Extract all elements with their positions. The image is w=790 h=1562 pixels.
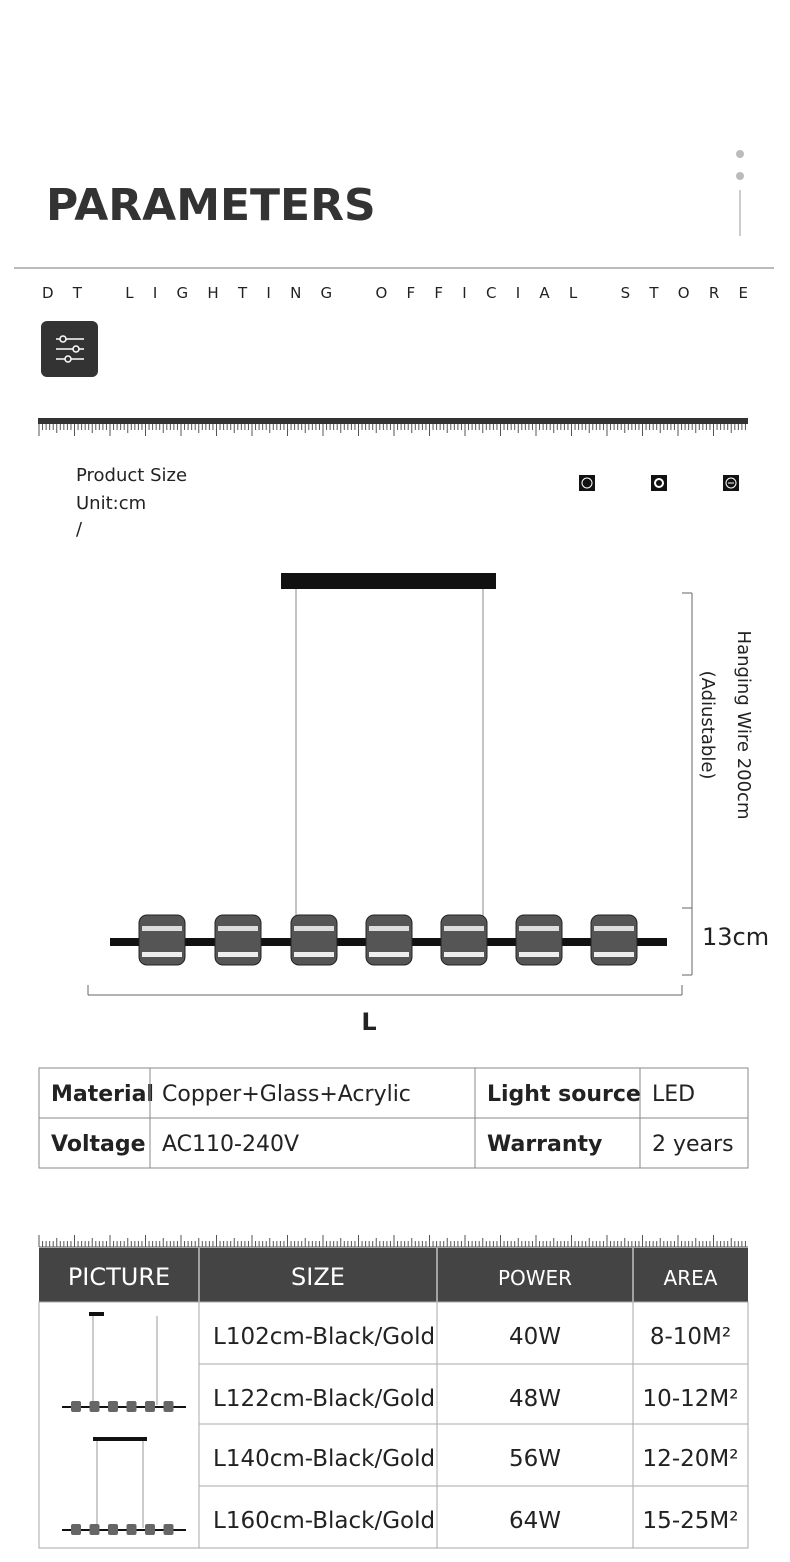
size-value: 56W [509, 1446, 561, 1472]
lamp-band [444, 926, 484, 931]
spec-cell [639, 1117, 749, 1169]
lamp-shade [138, 914, 186, 966]
spec-label: Light source [487, 1082, 641, 1107]
lamp-band [444, 952, 484, 957]
size-value: L160cm-Black/Gold [213, 1508, 435, 1534]
wire-note: (Adiustable) [697, 671, 718, 780]
height-label: 13cm [702, 923, 769, 951]
thumb-bar [62, 1529, 186, 1531]
lamp-band [218, 926, 258, 931]
spec-label: Warranty [487, 1132, 602, 1157]
product-size-title: Product Size [76, 465, 187, 486]
size-value: 48W [509, 1386, 561, 1412]
sliders-icon [56, 335, 84, 363]
lamp-illustration [110, 573, 667, 966]
thumb-shade [126, 1524, 137, 1535]
thumb-shade [145, 1401, 155, 1412]
spec-value: LED [652, 1082, 695, 1107]
thumb-canopy [93, 1437, 147, 1441]
column-header: SIZE [291, 1263, 345, 1291]
spec-label: Voltage [51, 1132, 146, 1157]
spec-label: Material [51, 1082, 154, 1107]
lamp-band [369, 926, 409, 931]
thumb-shade [71, 1401, 81, 1412]
lamp-shade [214, 914, 262, 966]
header-row [39, 1248, 748, 1302]
size-cell [632, 1485, 749, 1549]
size-value: L122cm-Black/Gold [213, 1386, 435, 1412]
size-value: L140cm-Black/Gold [213, 1446, 435, 1472]
spec-value: AC110-240V [162, 1132, 299, 1157]
thumb-shade [163, 1401, 174, 1412]
thumb-shade [89, 1401, 100, 1412]
lamp-band [594, 926, 634, 931]
lamp-band [218, 952, 258, 957]
dot [736, 172, 744, 180]
unit: Unit:cm [76, 493, 146, 514]
size-table: PICTURE SIZE POWER AREA L102cm-Black/Gold 40W… [38, 1248, 749, 1549]
thumb-shade [163, 1524, 174, 1535]
icons [579, 475, 739, 491]
length-label: L [361, 1008, 376, 1036]
lamp-band [142, 926, 182, 931]
thumb-shade [89, 1524, 100, 1535]
lamp-band [294, 926, 334, 931]
ruler-bar [38, 418, 748, 424]
lamp-band [594, 952, 634, 957]
column-header: AREA [664, 1266, 718, 1290]
size-value: 15-25M² [643, 1508, 739, 1534]
column-header: PICTURE [68, 1263, 170, 1291]
lamp-band [519, 926, 559, 931]
lamp-band [294, 952, 334, 957]
thumb-shade [108, 1401, 118, 1412]
lamp-shade [590, 914, 638, 966]
lamp-band [519, 952, 559, 957]
lamp-band [369, 952, 409, 957]
spec-value: Copper+Glass+Acrylic [162, 1082, 411, 1107]
lamp-band [142, 952, 182, 957]
title: PARAMETERS [46, 180, 376, 231]
thumb-shade [71, 1524, 81, 1535]
thumb-shade [108, 1524, 118, 1535]
column-header: POWER [498, 1266, 572, 1290]
ruler [38, 424, 746, 436]
dot [736, 150, 744, 158]
size-value: 40W [509, 1324, 561, 1350]
separator: / [76, 519, 83, 540]
spec-table: Material Copper+Glass+Acrylic Light source… [38, 1067, 749, 1169]
lamp-shade [440, 914, 488, 966]
spec-value: 2 years [652, 1132, 734, 1157]
size-value: 10-12M² [643, 1386, 739, 1412]
dimension-lines [87, 592, 693, 996]
size-value: L102cm-Black/Gold [213, 1324, 435, 1350]
wire-label: Hanging Wire 200cm [733, 631, 754, 820]
ruler [38, 1235, 748, 1248]
size-value: 64W [509, 1508, 561, 1534]
lamp-shade [290, 914, 338, 966]
lamp-shade [365, 914, 413, 966]
thumb-bar [62, 1406, 186, 1408]
thumb-shade [126, 1401, 137, 1412]
thumb-shade [145, 1524, 155, 1535]
size-value: 12-20M² [643, 1446, 739, 1472]
lamp-shade [515, 914, 563, 966]
size-value: 8-10M² [650, 1324, 731, 1350]
thumb-canopy [89, 1312, 104, 1316]
